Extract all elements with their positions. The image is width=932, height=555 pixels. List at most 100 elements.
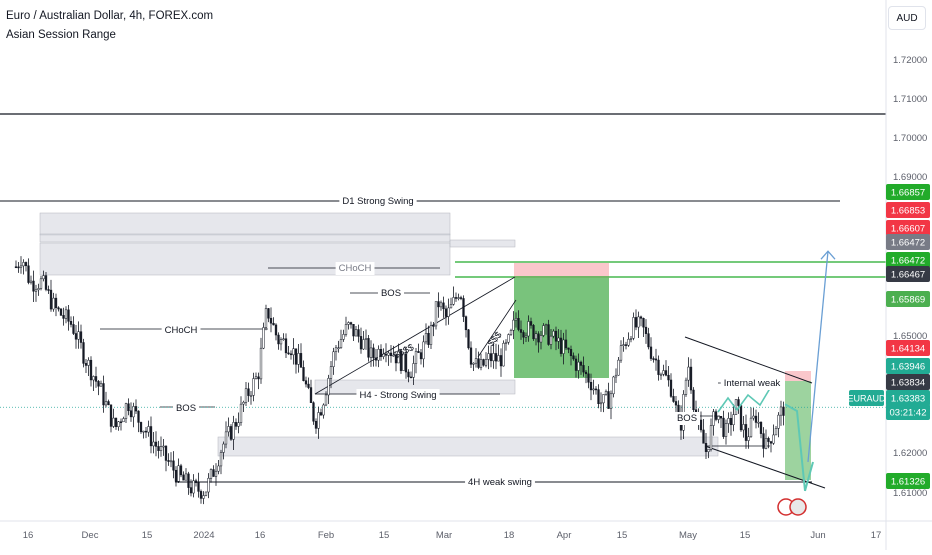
candle <box>357 329 360 337</box>
candle <box>324 394 328 406</box>
internal-weak-label-bg <box>720 377 784 390</box>
candle <box>662 370 665 375</box>
price-tick-label: 1.72000 <box>893 55 927 66</box>
candle <box>149 426 153 447</box>
candle <box>267 308 270 319</box>
price-label-box[interactable] <box>886 234 930 250</box>
price-label-box[interactable] <box>886 291 930 307</box>
price-label-box[interactable] <box>886 266 930 282</box>
time-tick-label: 16 <box>23 530 34 541</box>
candle <box>632 317 635 339</box>
candle <box>379 348 383 357</box>
candle <box>702 429 705 444</box>
candle <box>307 383 310 388</box>
candle <box>299 353 303 368</box>
candle <box>712 411 715 426</box>
price-label: 1.63383 <box>891 394 925 405</box>
candle <box>742 424 745 431</box>
liquidity-zone <box>217 436 719 457</box>
price-tick-label: 1.71000 <box>893 94 927 105</box>
candle <box>412 363 415 378</box>
candle <box>474 358 478 364</box>
candle <box>347 322 350 325</box>
candle <box>569 349 573 357</box>
candle <box>172 460 175 471</box>
candle <box>337 347 340 349</box>
candle <box>177 465 180 482</box>
bos-label: BOS <box>677 413 697 424</box>
candle <box>254 376 258 379</box>
candle <box>184 473 188 481</box>
candle <box>62 315 65 319</box>
candle <box>644 326 648 334</box>
price-label: 1.66857 <box>891 188 925 199</box>
bos-label: BOS <box>176 403 196 414</box>
candle <box>409 376 413 379</box>
candle <box>567 347 570 350</box>
candle <box>322 404 325 416</box>
price-label-box[interactable] <box>886 358 930 374</box>
projection-path <box>784 403 814 492</box>
currency-button[interactable]: AUD <box>888 6 926 30</box>
candle <box>214 470 218 477</box>
candle <box>559 337 563 354</box>
candle <box>92 376 95 381</box>
candle <box>624 344 628 346</box>
d1-strong-swing-label-bg <box>339 195 417 208</box>
price-label-box[interactable] <box>886 202 930 218</box>
choch-label-bg <box>161 324 201 337</box>
bos-label: BOS <box>381 288 401 299</box>
indicator-name[interactable]: Asian Session Range <box>6 29 116 41</box>
time-tick-label: 16 <box>255 530 266 541</box>
candle <box>684 379 688 395</box>
price-tick-label: 1.65000 <box>893 331 927 342</box>
time-tick-label: 15 <box>617 530 628 541</box>
candle <box>714 411 718 420</box>
candle <box>622 344 625 346</box>
time-tick-label: 17 <box>871 530 882 541</box>
candle <box>42 275 45 280</box>
candle <box>59 308 63 316</box>
price-label-box[interactable] <box>886 404 930 420</box>
price-label-box[interactable] <box>886 252 930 268</box>
candle <box>289 353 293 356</box>
price-label-box[interactable] <box>886 340 930 356</box>
price-label-box[interactable] <box>886 390 930 406</box>
candle <box>104 401 108 406</box>
candle <box>769 441 773 444</box>
candle <box>564 339 568 349</box>
candle <box>647 333 650 348</box>
candle <box>767 438 770 442</box>
candle <box>779 406 783 416</box>
candle <box>227 426 230 433</box>
candle <box>54 297 58 308</box>
candle <box>132 406 135 418</box>
candle <box>24 262 28 267</box>
candle <box>372 347 375 359</box>
symbol-tag-box[interactable] <box>849 390 884 406</box>
candle <box>239 403 243 423</box>
price-label-box[interactable] <box>886 220 930 236</box>
time-tick-label: 15 <box>379 530 390 541</box>
candle <box>137 410 140 423</box>
candle <box>759 421 763 434</box>
price-label-box[interactable] <box>886 184 930 200</box>
target-arrow <box>807 251 829 463</box>
candle <box>764 438 768 449</box>
price-label-box[interactable] <box>886 374 930 390</box>
candle <box>82 342 85 364</box>
candle <box>752 415 755 419</box>
candle <box>34 289 38 292</box>
event-badge-icon[interactable] <box>789 498 807 516</box>
trendline <box>477 299 517 358</box>
time-tick-label: Mar <box>436 530 452 541</box>
price-label-box[interactable] <box>886 473 930 489</box>
4h-weak-swing-label-bg <box>465 476 535 489</box>
price-tick-label: 1.69000 <box>893 172 927 183</box>
candle <box>432 325 435 327</box>
candle <box>37 288 40 291</box>
symbol-tag: EURAUD <box>847 394 886 404</box>
candle <box>334 347 338 353</box>
